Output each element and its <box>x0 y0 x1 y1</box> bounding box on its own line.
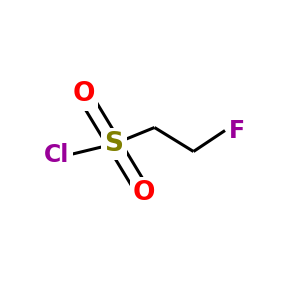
Text: Cl: Cl <box>44 142 70 167</box>
Text: O: O <box>73 82 95 107</box>
Text: O: O <box>133 181 155 206</box>
Text: F: F <box>229 118 245 142</box>
Text: S: S <box>104 131 124 157</box>
